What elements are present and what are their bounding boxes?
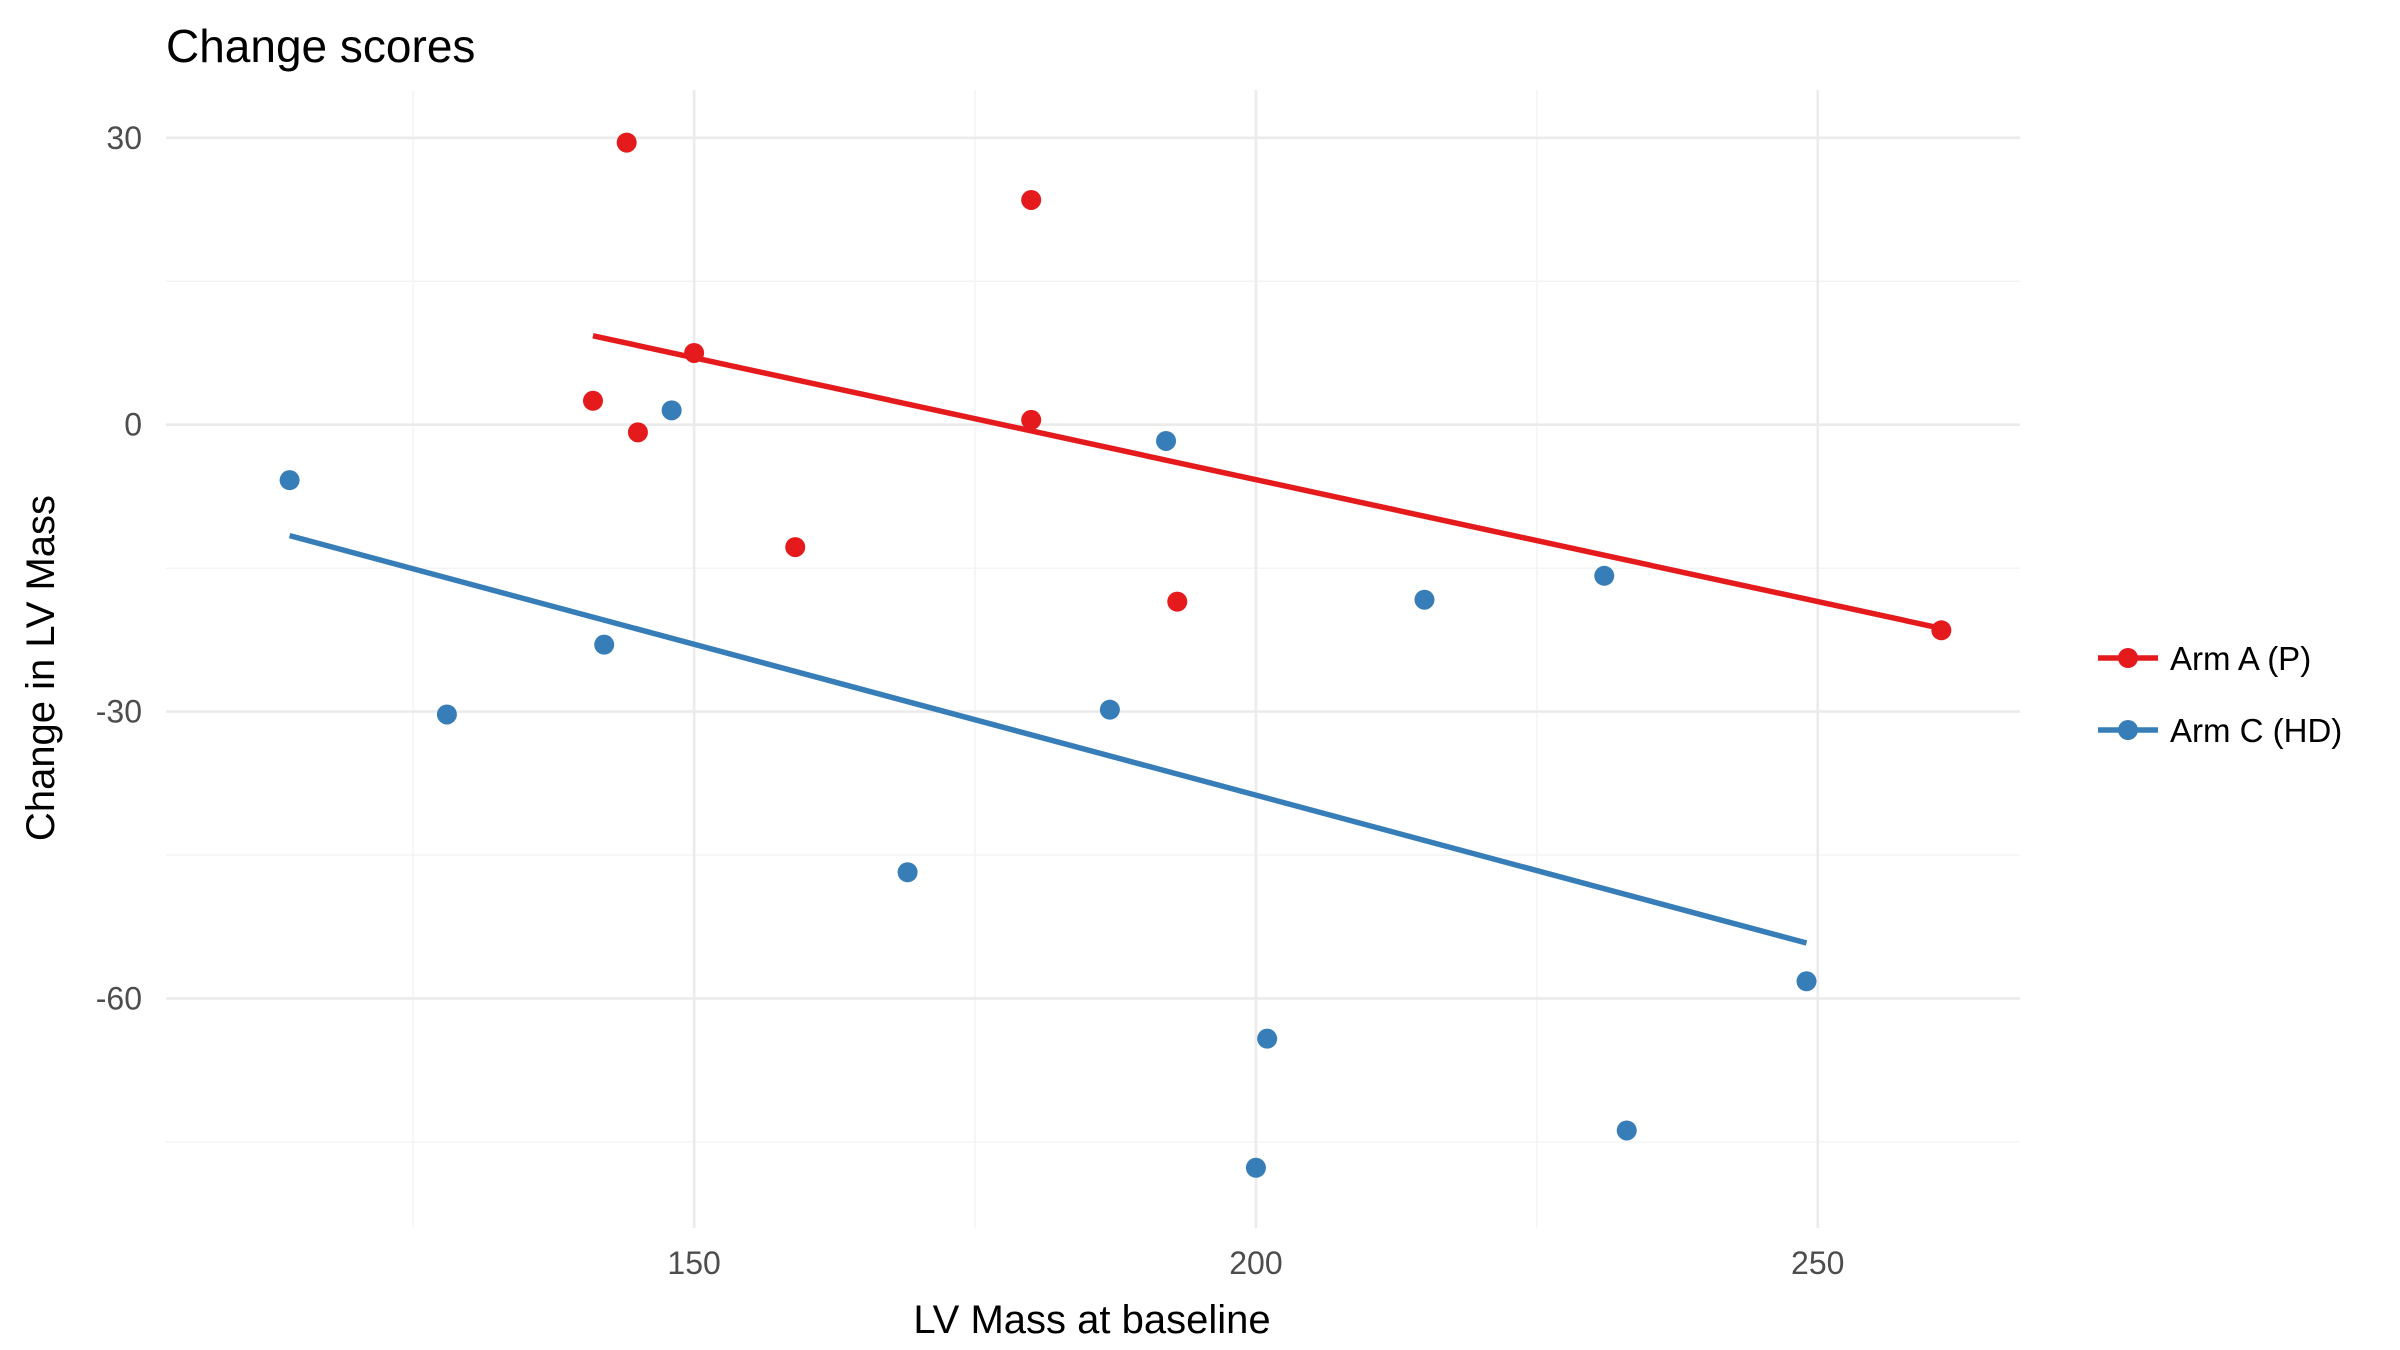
data-point	[661, 400, 682, 421]
data-point	[1257, 1028, 1278, 1049]
y-tick-label: 0	[124, 407, 142, 443]
data-point	[279, 470, 300, 491]
data-point	[1021, 189, 1042, 210]
data-point	[627, 422, 648, 443]
y-tick-label: -30	[96, 694, 142, 730]
data-point	[594, 634, 615, 655]
data-point	[1245, 1157, 1266, 1178]
data-points	[279, 132, 1952, 1178]
grid-lines	[166, 90, 2020, 1228]
data-point	[1156, 430, 1177, 451]
x-tick-label: 200	[1229, 1245, 1282, 1281]
chart-title: Change scores	[166, 20, 475, 72]
trend-line	[592, 333, 1942, 632]
x-axis-title: LV Mass at baseline	[913, 1298, 1270, 1342]
data-point	[1796, 971, 1817, 992]
data-point	[897, 862, 918, 883]
data-point	[582, 390, 603, 411]
legend-item: Arm A (P)	[2098, 640, 2311, 677]
data-point	[1414, 589, 1435, 610]
data-point	[616, 132, 637, 153]
data-point	[1099, 699, 1120, 720]
y-tick-label: 30	[106, 120, 142, 156]
x-tick-label: 250	[1791, 1245, 1844, 1281]
trend-line	[288, 532, 1808, 946]
data-point	[1616, 1120, 1637, 1141]
data-point	[1594, 565, 1615, 586]
x-tick-label: 150	[667, 1245, 720, 1281]
legend-key-point	[2118, 648, 2138, 668]
legend-item: Arm C (HD)	[2098, 712, 2342, 749]
y-axis-title: Change in LV Mass	[19, 495, 63, 841]
legend-label: Arm C (HD)	[2170, 712, 2342, 749]
data-point	[436, 704, 457, 725]
legend: Arm A (P) Arm C (HD)	[2098, 640, 2342, 749]
data-point	[1167, 591, 1188, 612]
data-point	[684, 342, 705, 363]
trend-lines	[288, 333, 1942, 946]
y-tick-label: -60	[96, 980, 142, 1016]
legend-key-point	[2118, 720, 2138, 740]
data-point	[1931, 620, 1952, 641]
data-point	[785, 537, 806, 558]
data-point	[1021, 409, 1042, 430]
legend-label: Arm A (P)	[2170, 640, 2311, 677]
